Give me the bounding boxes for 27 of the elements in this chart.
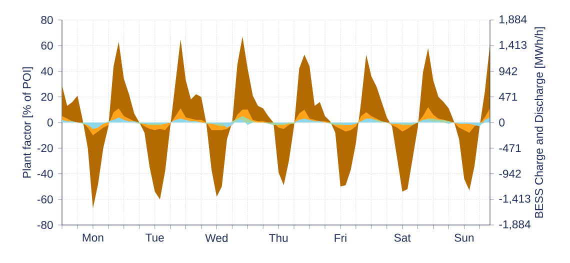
x-tick-label: Wed (205, 234, 228, 242)
y2-tick-label: 942 (499, 67, 518, 76)
x-tick-label: Fri (334, 234, 346, 242)
y-tick-label: 80 (41, 16, 53, 24)
x-tick-label: Mon (82, 234, 104, 242)
y-tick-label: 20 (41, 92, 53, 101)
y2-tick-label: -1,413 (499, 194, 530, 204)
y-tick-label: 60 (41, 42, 53, 50)
y-axis-title: Plant factor [% of POI] (22, 67, 34, 178)
y-tick-label: -20 (37, 144, 53, 152)
y2-axis-title: BESS Charge and Discharge [MWh/h] (534, 27, 546, 218)
x-tick-label: Sun (454, 234, 474, 242)
y2-tick-label: 1,884 (500, 15, 527, 25)
y2-tick-label: 471 (498, 92, 518, 101)
y-tick-label: -60 (37, 195, 53, 204)
y-tick-label: -40 (37, 170, 53, 178)
y2-tick-label: 0 (499, 118, 505, 126)
x-tick-label: Thu (269, 234, 288, 242)
y-tick-label: 40 (40, 67, 53, 76)
x-tick-label: Sat (394, 234, 411, 242)
y2-tick-label: -471 (499, 144, 521, 152)
x-tick-label: Tue (146, 234, 164, 242)
y2-tick-label: -1,884 (499, 220, 531, 230)
y2-tick-label: -942 (499, 170, 521, 178)
y-tick-label: -80 (37, 220, 53, 229)
y2-tick-label: 1,413 (500, 40, 527, 50)
y-tick-label: 0 (47, 118, 53, 126)
